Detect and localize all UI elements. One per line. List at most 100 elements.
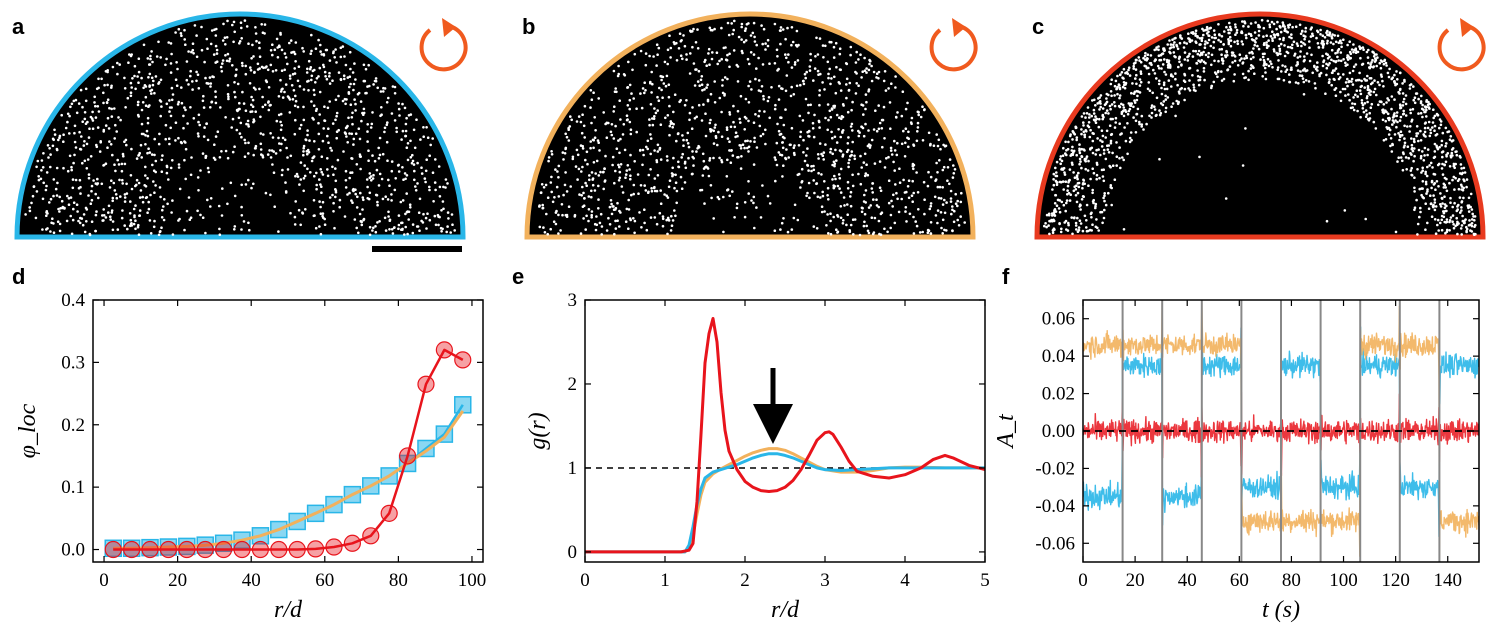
particle-dot bbox=[675, 189, 679, 193]
particle-dot bbox=[1462, 166, 1466, 170]
particle-dot bbox=[1075, 200, 1079, 204]
particle-dot bbox=[1265, 46, 1269, 49]
particle-dot bbox=[218, 227, 221, 231]
particle-dot bbox=[1124, 83, 1127, 86]
particle-dot bbox=[168, 142, 171, 146]
particle-dot bbox=[1229, 44, 1233, 48]
particle-dot bbox=[1358, 89, 1362, 92]
particle-dot bbox=[307, 89, 310, 92]
particle-dot bbox=[649, 133, 652, 136]
particle-dot bbox=[1195, 41, 1198, 45]
particle-dot bbox=[729, 125, 733, 129]
particle-dot bbox=[582, 217, 585, 220]
particle-dot bbox=[1210, 36, 1214, 39]
particle-dot bbox=[1321, 54, 1324, 58]
particle-dot bbox=[912, 215, 915, 219]
particle-dot bbox=[542, 226, 545, 229]
particle-dot bbox=[1473, 215, 1477, 218]
particle-dot bbox=[1445, 228, 1449, 232]
particle-dot bbox=[238, 101, 241, 105]
particle-dot bbox=[692, 62, 696, 65]
particle-dot bbox=[413, 178, 416, 182]
particle-dot bbox=[178, 187, 182, 191]
particle-dot bbox=[380, 113, 383, 116]
particle-dot bbox=[700, 75, 704, 78]
particle-dot bbox=[132, 222, 136, 226]
particle-dot bbox=[1391, 119, 1395, 122]
particle-dot bbox=[1470, 218, 1474, 221]
particle-dot bbox=[294, 99, 298, 103]
particle-dot bbox=[387, 96, 390, 100]
particle-dot bbox=[1454, 176, 1457, 180]
particle-dot bbox=[673, 93, 677, 96]
particle-dot bbox=[561, 151, 565, 154]
particle-dot bbox=[310, 49, 313, 53]
particle-dot bbox=[217, 204, 221, 208]
particle-dot bbox=[1428, 164, 1431, 167]
particle-dot bbox=[1423, 122, 1427, 125]
particle-dot bbox=[554, 168, 557, 171]
particle-dot bbox=[344, 179, 348, 182]
particle-dot bbox=[36, 159, 40, 163]
particle-dot bbox=[1261, 55, 1265, 59]
particle-dot bbox=[575, 120, 579, 123]
particle-dot bbox=[1145, 57, 1149, 60]
particle-dot bbox=[687, 145, 691, 149]
particle-dot bbox=[445, 230, 449, 234]
particle-dot bbox=[1445, 204, 1448, 208]
particle-dot bbox=[561, 213, 564, 217]
particle-dot bbox=[712, 156, 715, 160]
particle-dot bbox=[820, 173, 823, 176]
particle-dot bbox=[851, 129, 854, 132]
particle-dot bbox=[345, 126, 349, 129]
particle-dot bbox=[355, 206, 359, 209]
particle-dot bbox=[314, 226, 318, 230]
particle-dot bbox=[147, 147, 150, 150]
particle-dot bbox=[779, 228, 782, 231]
particle-dot bbox=[1460, 201, 1463, 204]
particle-dot bbox=[338, 205, 342, 209]
particle-dot bbox=[933, 195, 937, 199]
particle-dot bbox=[1344, 64, 1348, 67]
particle-dot bbox=[564, 146, 568, 150]
particle-dot bbox=[146, 134, 150, 138]
particle-dot bbox=[158, 99, 162, 102]
particle-dot bbox=[1328, 55, 1331, 59]
particle-dot bbox=[1191, 74, 1194, 77]
particle-dot bbox=[748, 80, 752, 83]
particle-dot bbox=[148, 63, 151, 66]
particle-dot bbox=[215, 52, 219, 55]
particle-dot bbox=[589, 106, 592, 109]
particle-dot bbox=[312, 156, 315, 159]
particle-dot bbox=[1220, 47, 1224, 51]
particle-dot bbox=[720, 57, 723, 61]
particle-dot bbox=[918, 231, 922, 234]
particle-dot bbox=[123, 224, 126, 227]
particle-dot bbox=[1390, 95, 1394, 98]
particle-dot bbox=[117, 163, 121, 166]
particle-dot bbox=[613, 105, 616, 108]
particle-dot bbox=[616, 74, 620, 78]
particle-dot bbox=[865, 224, 868, 228]
particle-dot bbox=[254, 110, 257, 113]
particle-dot bbox=[837, 128, 840, 131]
particle-dot bbox=[102, 164, 105, 167]
particle-dot bbox=[696, 28, 699, 31]
particle-dot bbox=[130, 53, 133, 56]
particle-dot bbox=[555, 185, 559, 189]
particle-dot bbox=[1101, 107, 1105, 110]
particle-dot bbox=[104, 162, 108, 165]
particle-dot bbox=[672, 122, 675, 126]
particle-dot bbox=[679, 54, 683, 57]
particle-dot bbox=[1440, 228, 1444, 232]
particle-dot bbox=[1100, 145, 1104, 148]
particle-dot bbox=[1276, 66, 1280, 69]
particle-dot bbox=[877, 219, 881, 223]
particle-dot bbox=[743, 128, 746, 131]
particle-dot bbox=[1087, 159, 1090, 163]
particle-dot bbox=[612, 110, 615, 113]
particle-dot bbox=[1437, 162, 1441, 166]
particle-dot bbox=[822, 151, 826, 154]
particle-dot bbox=[362, 218, 365, 222]
particle-dot bbox=[205, 37, 209, 41]
